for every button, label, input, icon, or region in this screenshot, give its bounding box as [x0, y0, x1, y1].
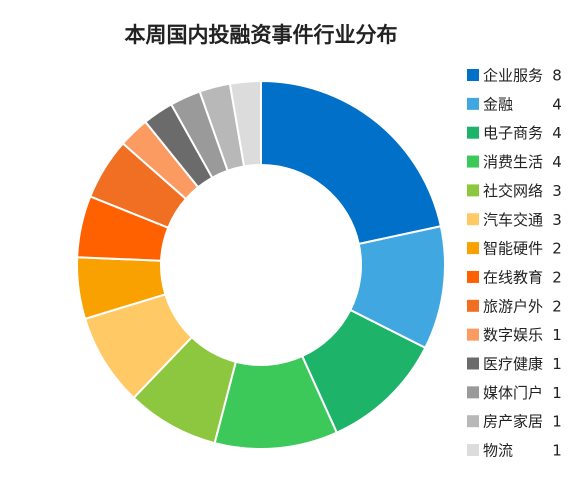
- legend-value: 1: [552, 413, 562, 431]
- donut-slice: [260, 79, 443, 246]
- legend-label: 电子商务: [483, 124, 543, 142]
- legend-swatch: [467, 242, 479, 255]
- legend-swatch: [467, 213, 479, 226]
- legend-label: 在线教育: [483, 268, 543, 286]
- legend-value: 2: [552, 297, 562, 315]
- legend-label: 汽车交通: [483, 211, 543, 229]
- donut-slice: [228, 79, 262, 168]
- legend-label: 物流: [483, 442, 513, 460]
- legend-swatch: [467, 69, 479, 81]
- legend-value: 1: [552, 355, 562, 373]
- chart-title: 本周国内投融资事件行业分布: [125, 23, 398, 47]
- legend-swatch: [467, 97, 479, 110]
- legend-value: 4: [552, 153, 562, 171]
- legend-value: 3: [552, 182, 562, 200]
- legend-value: 2: [552, 268, 562, 286]
- legend-label: 金融: [483, 95, 513, 113]
- legend-swatch: [467, 444, 479, 457]
- legend-label: 媒体门户: [483, 384, 543, 402]
- legend-swatch: [467, 415, 479, 428]
- legend-label: 企业服务: [483, 67, 543, 85]
- legend-value: 1: [552, 442, 562, 460]
- legend-label: 房产家居: [483, 413, 543, 431]
- legend-swatch: [467, 299, 479, 312]
- legend-swatch: [467, 357, 479, 370]
- legend-label: 数字娱乐: [483, 326, 543, 344]
- legend-value: 1: [552, 326, 562, 344]
- legend-value: 4: [552, 124, 562, 142]
- legend-label: 智能硬件: [483, 240, 543, 258]
- legend-value: 4: [552, 95, 562, 113]
- legend-swatch: [467, 270, 479, 283]
- legend-label: 旅游户外: [483, 297, 543, 315]
- legend-label: 医疗健康: [483, 355, 543, 373]
- legend-label: 消费生活: [483, 153, 543, 171]
- legend-swatch: [467, 126, 479, 139]
- legend-label: 社交网络: [483, 182, 543, 200]
- legend-swatch: [467, 155, 479, 168]
- legend-value: 1: [552, 384, 562, 402]
- legend-swatch: [467, 184, 479, 197]
- legend-swatch: [467, 386, 479, 399]
- legend-value: 2: [552, 240, 562, 258]
- legend-swatch: [467, 328, 479, 341]
- legend-value: 8: [552, 67, 562, 85]
- legend-value: 3: [552, 211, 562, 229]
